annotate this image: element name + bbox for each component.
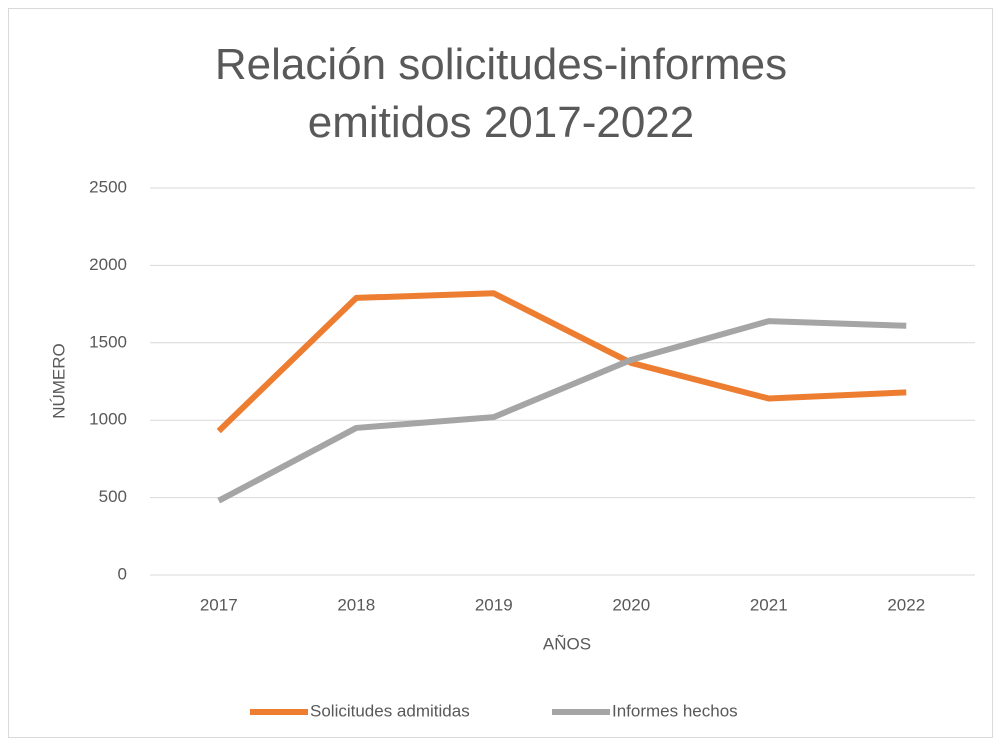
- x-tick-label: 2018: [337, 595, 375, 614]
- y-tick-label: 2000: [89, 255, 127, 274]
- y-axis-label: NÚMERO: [49, 343, 68, 419]
- chart-border: [8, 8, 993, 738]
- x-axis-label: AÑOS: [543, 634, 591, 653]
- y-tick-label: 0: [118, 564, 127, 583]
- y-tick-label: 2500: [89, 177, 127, 196]
- y-tick-label: 1500: [89, 332, 127, 351]
- series-line: [217, 318, 907, 504]
- legend-label: Solicitudes admitidas: [310, 701, 470, 720]
- chart-title: Relación solicitudes-informes emitidos 2…: [214, 40, 788, 147]
- y-tick-label: 1000: [89, 410, 127, 429]
- x-tick-label: 2019: [475, 595, 513, 614]
- x-tick-label: 2022: [887, 595, 925, 614]
- legend-label: Informes hechos: [612, 701, 738, 720]
- x-tick-label: 2021: [750, 595, 788, 614]
- y-tick-label: 500: [99, 487, 127, 506]
- series-line: [216, 290, 907, 434]
- x-tick-label: 2017: [200, 595, 238, 614]
- x-tick-label: 2020: [612, 595, 650, 614]
